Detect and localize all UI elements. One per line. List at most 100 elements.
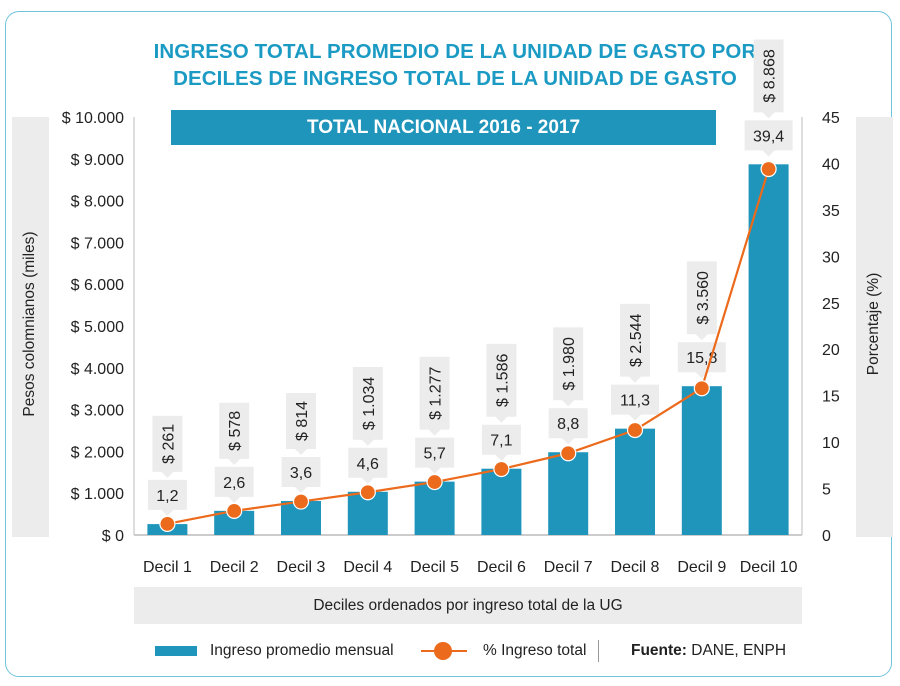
x-tick-label: Decil 3 bbox=[277, 559, 326, 576]
value-data-label: $ 1.034 bbox=[361, 377, 378, 430]
value-data-label: $ 8.868 bbox=[762, 49, 779, 102]
pct-point bbox=[560, 445, 577, 462]
pct-data-label: 2,6 bbox=[223, 475, 245, 492]
value-data-label: $ 2.544 bbox=[628, 313, 645, 366]
y-tick-left: $ 4.000 bbox=[71, 361, 124, 378]
pct-line bbox=[167, 168, 770, 525]
value-data-label: $ 1.277 bbox=[428, 366, 445, 419]
legend-line-label: % Ingreso total bbox=[483, 642, 587, 659]
pct-point bbox=[693, 380, 710, 397]
pct-point bbox=[159, 515, 176, 532]
y-tick-right: 20 bbox=[822, 342, 840, 359]
y-tick-right: 5 bbox=[822, 482, 831, 499]
legend-separator bbox=[598, 640, 599, 662]
bar bbox=[615, 428, 655, 535]
y-tick-right: 30 bbox=[822, 249, 840, 266]
y-tick-left: $ 6.000 bbox=[71, 277, 124, 294]
pct-data-label: 3,6 bbox=[290, 465, 312, 482]
chart-title-line-2: DECILES DE INGRESO TOTAL DE LA UNIDAD DE… bbox=[173, 67, 737, 90]
pct-label-box bbox=[744, 120, 793, 157]
y-tick-left: $ 10.000 bbox=[62, 110, 124, 127]
y-tick-left: $ 1.000 bbox=[71, 486, 124, 503]
value-data-label: $ 1.586 bbox=[494, 354, 511, 407]
bar bbox=[548, 452, 589, 535]
legend-bar-swatch bbox=[155, 646, 197, 656]
value-data-label: $ 578 bbox=[227, 411, 244, 451]
value-label-box bbox=[152, 415, 183, 478]
pct-label-box bbox=[548, 408, 588, 445]
value-label-box bbox=[352, 366, 383, 446]
y-tick-right: 35 bbox=[822, 203, 840, 220]
value-label-box bbox=[686, 261, 717, 341]
bar bbox=[481, 468, 522, 535]
source-value: DANE, ENPH bbox=[686, 642, 787, 659]
pct-point bbox=[426, 473, 443, 491]
y-tick-left: $ 0 bbox=[102, 528, 124, 545]
pct-data-label: 11,3 bbox=[620, 393, 650, 410]
y-axis-right-band: Porcentaje (%) bbox=[856, 117, 893, 537]
pct-point bbox=[292, 493, 310, 510]
value-label-box bbox=[419, 356, 450, 436]
pct-data-label: 8,8 bbox=[557, 416, 579, 433]
pct-data-label: 4,6 bbox=[357, 456, 379, 473]
x-tick-label: Decil 6 bbox=[477, 559, 526, 576]
source-note: Fuente: DANE, ENPH bbox=[631, 642, 786, 660]
y-tick-right: 0 bbox=[822, 528, 831, 545]
pct-point bbox=[626, 421, 644, 439]
y-tick-left: $ 5.000 bbox=[71, 319, 124, 336]
pct-label-box bbox=[415, 437, 455, 474]
pct-label-box bbox=[147, 479, 187, 516]
value-data-label: $ 261 bbox=[160, 424, 177, 464]
pct-data-label: 7,1 bbox=[490, 433, 512, 450]
value-label-box bbox=[553, 327, 584, 407]
bar bbox=[748, 164, 789, 535]
y-tick-right: 40 bbox=[822, 156, 840, 173]
x-tick-label: Decil 1 bbox=[143, 559, 192, 576]
pct-point bbox=[359, 484, 376, 501]
pct-point bbox=[493, 460, 510, 478]
x-tick-label: Decil 4 bbox=[343, 559, 392, 576]
pct-label-box bbox=[611, 384, 659, 421]
x-tick-label: Decil 10 bbox=[740, 559, 798, 576]
value-label-box bbox=[286, 392, 316, 455]
pct-label-box bbox=[481, 424, 521, 461]
y-tick-right: 45 bbox=[822, 110, 840, 127]
bar bbox=[681, 386, 722, 535]
y-tick-left: $ 7.000 bbox=[71, 235, 124, 252]
legend-bar-label: Ingreso promedio mensual bbox=[210, 642, 394, 659]
value-data-label: $ 1.980 bbox=[561, 337, 578, 390]
pct-data-label: 39,4 bbox=[753, 128, 784, 145]
pct-data-label: 1,2 bbox=[156, 488, 178, 505]
pct-label-box bbox=[281, 456, 321, 493]
chart-subtitle: TOTAL NACIONAL 2016 - 2017 bbox=[171, 110, 716, 145]
y-tick-left: $ 9.000 bbox=[71, 152, 124, 169]
x-axis-title: Deciles ordenados por ingreso total de l… bbox=[134, 587, 802, 624]
chart-title: INGRESO TOTAL PROMEDIO DE LA UNIDAD DE G… bbox=[130, 38, 780, 92]
legend-marker-swatch bbox=[434, 642, 452, 660]
value-label-box bbox=[620, 303, 650, 383]
value-label-box bbox=[753, 39, 784, 119]
value-label-box bbox=[219, 402, 250, 465]
pct-label-box bbox=[348, 447, 388, 484]
value-data-label: $ 814 bbox=[294, 401, 311, 441]
y-tick-left: $ 2.000 bbox=[71, 444, 124, 461]
bar bbox=[414, 481, 455, 535]
y-axis-left-band: Pesos colomnianos (miles) bbox=[12, 117, 49, 537]
source-label: Fuente: bbox=[631, 642, 687, 659]
pct-data-label: 5,7 bbox=[423, 446, 445, 463]
x-tick-label: Decil 5 bbox=[410, 559, 459, 576]
pct-point bbox=[760, 160, 777, 178]
value-label-box bbox=[486, 343, 517, 423]
value-data-label: $ 3.560 bbox=[695, 271, 712, 324]
chart-title-line-1: INGRESO TOTAL PROMEDIO DE LA UNIDAD DE G… bbox=[153, 40, 757, 63]
y-tick-right: 25 bbox=[822, 296, 840, 313]
x-tick-label: Decil 8 bbox=[611, 559, 660, 576]
pct-point bbox=[226, 502, 243, 519]
x-tick-label: Decil 2 bbox=[210, 559, 259, 576]
y-tick-left: $ 3.000 bbox=[71, 403, 124, 420]
x-tick-label: Decil 9 bbox=[677, 559, 726, 576]
y-tick-left: $ 8.000 bbox=[71, 194, 124, 211]
y-tick-right: 10 bbox=[822, 435, 840, 452]
y-tick-right: 15 bbox=[822, 389, 840, 406]
